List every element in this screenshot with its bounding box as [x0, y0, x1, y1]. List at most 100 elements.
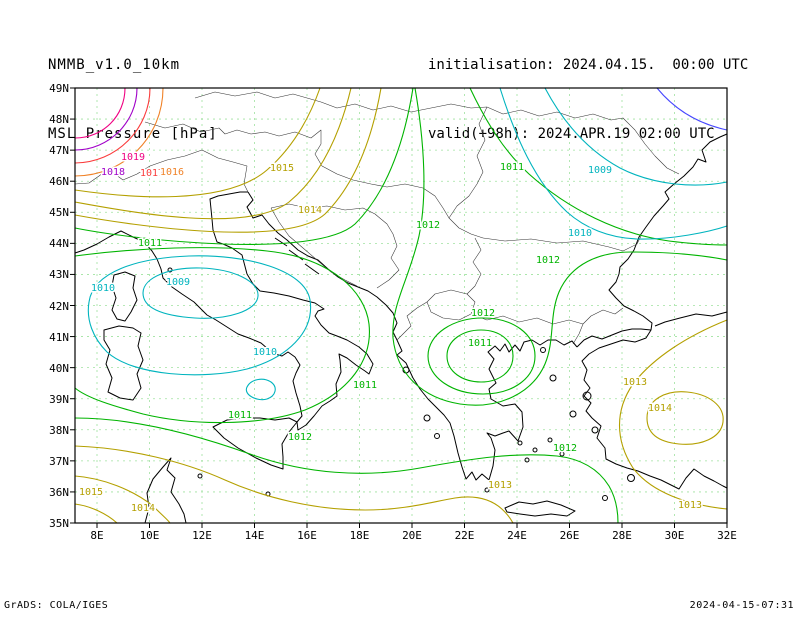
isobar-1017 [74, 87, 151, 164]
header-left: NMMB_v1.0_10km MSL Pressure [hPa] [48, 8, 218, 192]
lon-tick-label-26E: 26E [559, 529, 580, 542]
isobar-label-1019: 1019 [121, 152, 145, 163]
isobar-label-1012: 1012 [416, 220, 440, 231]
isobar-1012-south [74, 417, 619, 524]
coast-sardinia [103, 325, 144, 401]
field-title: MSL Pressure [hPa] [48, 126, 218, 142]
isobar-label-1015: 1015 [79, 487, 103, 498]
isobar-1013-southwest [74, 445, 514, 524]
coast-crete [504, 500, 576, 517]
lat-tick-label-45N: 45N [49, 206, 69, 220]
lon-tick-label-10E: 10E [139, 529, 160, 542]
lat-tick-label-42N: 42N [49, 299, 69, 313]
coast-italy [74, 191, 374, 431]
lat-tick-label-46N: 46N [49, 175, 69, 189]
isobar-1008-ne [656, 87, 728, 131]
isobar-1014-se-high [646, 391, 724, 445]
island-pantelleria [197, 473, 203, 479]
isobar-label-1014: 1014 [298, 205, 322, 216]
lon-tick-label-20E: 20E [402, 529, 422, 542]
grads-credit: GrADS: COLA/IGES [4, 600, 109, 611]
lat-tick-label-49N: 49N [49, 82, 69, 95]
lon-tick-label-24E: 24E [507, 529, 527, 542]
isobar-label-1012: 1012 [536, 255, 560, 266]
isobar-label-1012: 1012 [288, 432, 312, 443]
isobar-label-1012: 1012 [553, 443, 577, 454]
isobar-1012-aegean-ring [427, 317, 536, 395]
isobar-label-1013: 1013 [488, 480, 512, 491]
coast-corsica [111, 271, 138, 322]
isobar-label-1011: 1011 [468, 338, 492, 349]
lon-tick-label-30E: 30E [664, 529, 685, 542]
valid-time-label: valid(+98h): 2024.APR.19 02:00 UTC [428, 126, 715, 142]
lat-tick-label-37N: 37N [49, 454, 69, 468]
isobar-label-1011: 1011 [228, 410, 252, 421]
isobar-label-1010: 1010 [568, 228, 592, 239]
lon-tick-label-14E: 14E [244, 529, 265, 542]
isobar-1018 [74, 87, 138, 151]
isobar-label-1010: 1010 [253, 347, 277, 358]
lat-tick-label-40N: 40N [49, 361, 69, 375]
island-kefalonia [423, 414, 431, 422]
isobar-1010-pocket [245, 378, 276, 401]
isobar-label-1010: 1010 [91, 283, 115, 294]
lon-tick-label-8E: 8E [90, 529, 104, 542]
island-samos [591, 426, 599, 434]
lat-tick-label-43N: 43N [49, 268, 69, 282]
isobar-label-1011: 1011 [500, 162, 524, 173]
lon-tick-label-32E: 32E [717, 529, 737, 542]
isobar-1013-se [618, 319, 728, 510]
island-karpathos [602, 495, 608, 501]
island-kythira [484, 487, 490, 493]
island-chios [569, 410, 577, 418]
axis-ticks [70, 87, 728, 528]
isobar-1013-nw [74, 87, 382, 233]
island-cyclades-4 [524, 457, 530, 463]
island-limnos [549, 374, 557, 382]
isobar-label-1014: 1014 [131, 503, 155, 514]
init-time-label: initialisation: 2024.04.15. 00:00 UTC [428, 57, 749, 73]
lat-tick-label-38N: 38N [49, 423, 69, 437]
isobar-label-1018: 1018 [101, 167, 125, 178]
isobar-label-1013: 1013 [678, 500, 702, 511]
lon-tick-label-16E: 16E [297, 529, 317, 542]
lat-tick-label-48N: 48N [49, 113, 69, 127]
isobar-1010-west-low [87, 255, 312, 376]
island-cyclades-1 [517, 440, 523, 446]
lon-tick-label-18E: 18E [349, 529, 370, 542]
isobar-label-1009: 1009 [166, 277, 190, 288]
island-cyclades-2 [532, 447, 538, 453]
creation-timestamp: 2024-04-15-07:31 [689, 600, 794, 611]
island-zakynthos [434, 433, 440, 439]
lon-tick-label-12E: 12E [192, 529, 212, 542]
lat-tick-label-35N: 35N [49, 517, 69, 530]
isobar-1015-sw [74, 503, 118, 524]
isobar-label-1013: 1013 [623, 377, 647, 388]
isobar-1011-west [74, 247, 370, 424]
isobar-label-1014: 1014 [648, 403, 672, 414]
coast-black-sea-west [608, 133, 728, 331]
coast-croatian-islands [274, 237, 320, 275]
isobar-1014-sw [74, 475, 171, 524]
island-rhodes [627, 474, 635, 482]
lat-tick-label-36N: 36N [49, 485, 69, 499]
isobar-1009-west-low [142, 267, 259, 319]
isobar-1011-ne [469, 87, 728, 246]
isobar-label-1009: 1009 [588, 165, 612, 176]
isobar-label-1016: 1016 [160, 167, 184, 178]
isobar-label-1012: 1012 [471, 308, 495, 319]
coastlines [74, 133, 728, 524]
island-cyclades-3 [547, 437, 553, 443]
isobar-1019 [74, 87, 126, 139]
lat-tick-label-39N: 39N [49, 392, 69, 406]
lat-lon-grid [75, 87, 728, 524]
isobar-contours [74, 87, 728, 524]
coast-black-sea-south [654, 311, 728, 327]
lon-tick-label-22E: 22E [454, 529, 475, 542]
lat-tick-label-44N: 44N [49, 237, 69, 251]
isobar-1012-balkan-trough [392, 87, 728, 406]
